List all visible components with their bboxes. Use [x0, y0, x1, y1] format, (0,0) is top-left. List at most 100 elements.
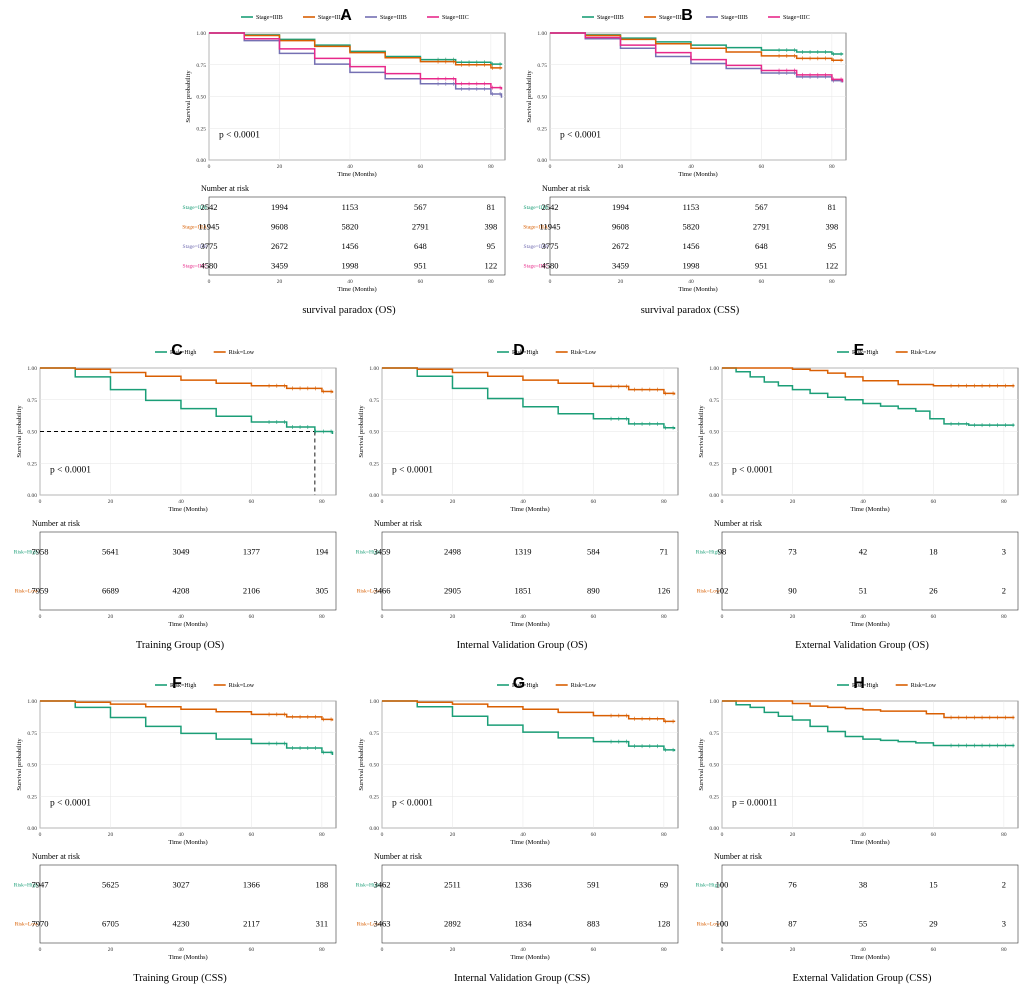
- risk-count: 3466: [374, 586, 391, 596]
- risk-count: 7947: [32, 880, 49, 890]
- series-line: [550, 32, 844, 62]
- risk-count: 1377: [243, 547, 260, 557]
- risk-x-tick-label: 0: [549, 279, 552, 285]
- risk-table-area: [381, 864, 679, 944]
- y-tick-label: 0.75: [709, 731, 719, 737]
- number-at-risk-title: Number at risk: [714, 852, 762, 861]
- series-line: [382, 367, 676, 429]
- risk-count: 2498: [444, 547, 461, 557]
- risk-count: 76: [788, 880, 797, 890]
- risk-x-tick-label: 0: [39, 614, 42, 620]
- x-tick-label: 0: [549, 164, 552, 170]
- x-tick-label: 60: [249, 499, 255, 505]
- risk-count: 98: [718, 547, 727, 557]
- risk-row-label: Risk=High: [356, 550, 380, 556]
- risk-x-tick-label: 20: [108, 614, 114, 620]
- x-tick-label: 60: [591, 499, 597, 505]
- risk-count: 2542: [201, 202, 218, 212]
- x-axis-title: Time (Months): [510, 839, 549, 846]
- risk-x-axis-title: Time (Months): [850, 954, 889, 961]
- p-value: p < 0.0001: [392, 799, 433, 809]
- risk-count: 1994: [271, 202, 289, 212]
- risk-count: 2511: [444, 880, 461, 890]
- risk-count: 73: [788, 547, 797, 557]
- number-at-risk-title: Number at risk: [714, 519, 762, 528]
- series-line: [40, 700, 334, 721]
- risk-x-tick-label: 0: [39, 947, 42, 953]
- risk-count: 2: [1002, 880, 1006, 890]
- x-tick-label: 20: [108, 832, 114, 838]
- risk-table-area: [381, 531, 679, 611]
- x-axis-title: Time (Months): [850, 506, 889, 513]
- risk-row-label: Stage=IIIB: [524, 244, 549, 250]
- number-at-risk-title: Number at risk: [201, 184, 249, 193]
- x-tick-label: 40: [688, 164, 694, 170]
- risk-count: 38: [859, 880, 868, 890]
- legend-label: Risk=Low: [229, 350, 255, 356]
- risk-count: 51: [859, 586, 868, 596]
- risk-table-area: [208, 196, 506, 276]
- panel-letter: H: [853, 675, 865, 692]
- number-at-risk-title: Number at risk: [32, 519, 80, 528]
- risk-x-axis-title: Time (Months): [850, 621, 889, 628]
- x-tick-label: 20: [790, 499, 796, 505]
- x-tick-label: 20: [790, 832, 796, 838]
- risk-count: 81: [487, 202, 496, 212]
- y-tick-label: 0.00: [27, 826, 37, 832]
- y-tick-label: 0.25: [709, 461, 719, 467]
- y-tick-label: 1.00: [709, 699, 719, 705]
- series-line: [382, 367, 676, 395]
- risk-count: 5641: [102, 547, 119, 557]
- risk-count: 591: [587, 880, 600, 890]
- legend-label: Stage=IIIA: [318, 15, 346, 21]
- risk-count: 18: [929, 547, 938, 557]
- y-tick-label: 1.00: [537, 31, 547, 37]
- x-tick-label: 80: [488, 164, 494, 170]
- x-tick-label: 0: [39, 832, 42, 838]
- legend-label: Risk=Low: [571, 350, 597, 356]
- series-line: [40, 700, 334, 755]
- risk-count: 1994: [612, 202, 630, 212]
- risk-count: 42: [859, 547, 868, 557]
- y-tick-label: 0.50: [369, 430, 379, 436]
- risk-x-tick-label: 0: [381, 947, 384, 953]
- risk-count: 3459: [374, 547, 391, 557]
- risk-count: 194: [316, 547, 330, 557]
- risk-x-tick-label: 20: [618, 279, 624, 285]
- y-tick-label: 1.00: [27, 366, 37, 372]
- risk-x-tick-label: 20: [450, 947, 456, 953]
- risk-x-tick-label: 80: [829, 279, 835, 285]
- risk-x-tick-label: 20: [790, 947, 796, 953]
- x-tick-label: 40: [520, 832, 526, 838]
- x-tick-label: 0: [721, 832, 724, 838]
- panel-caption: survival paradox (CSS): [641, 305, 740, 316]
- panel-letter: A: [340, 7, 352, 24]
- panel-caption: survival paradox (OS): [302, 305, 396, 316]
- risk-x-tick-label: 20: [277, 279, 283, 285]
- risk-count: 81: [828, 202, 837, 212]
- risk-x-tick-label: 0: [721, 614, 724, 620]
- y-tick-label: 0.50: [709, 763, 719, 769]
- y-tick-label: 0.75: [196, 63, 206, 69]
- risk-x-tick-label: 20: [108, 947, 114, 953]
- x-tick-label: 60: [418, 164, 424, 170]
- risk-count: 3459: [271, 260, 288, 270]
- legend-label: Stage=IIIB: [597, 15, 624, 21]
- y-axis-title: Survival probability: [16, 738, 23, 791]
- y-tick-label: 0.25: [27, 461, 37, 467]
- legend-label: Risk=High: [170, 683, 196, 689]
- x-tick-label: 40: [520, 499, 526, 505]
- risk-x-tick-label: 0: [381, 614, 384, 620]
- risk-x-axis-title: Time (Months): [510, 954, 549, 961]
- series-line: [722, 700, 1015, 747]
- risk-count: 1998: [341, 260, 358, 270]
- risk-count: 2542: [542, 202, 559, 212]
- y-tick-label: 0.75: [369, 731, 379, 737]
- risk-x-axis-title: Time (Months): [168, 621, 207, 628]
- risk-table-area: [39, 531, 337, 611]
- risk-x-tick-label: 60: [418, 279, 424, 285]
- risk-count: 1998: [682, 260, 699, 270]
- risk-count: 95: [828, 241, 837, 251]
- risk-count: 7970: [32, 919, 49, 929]
